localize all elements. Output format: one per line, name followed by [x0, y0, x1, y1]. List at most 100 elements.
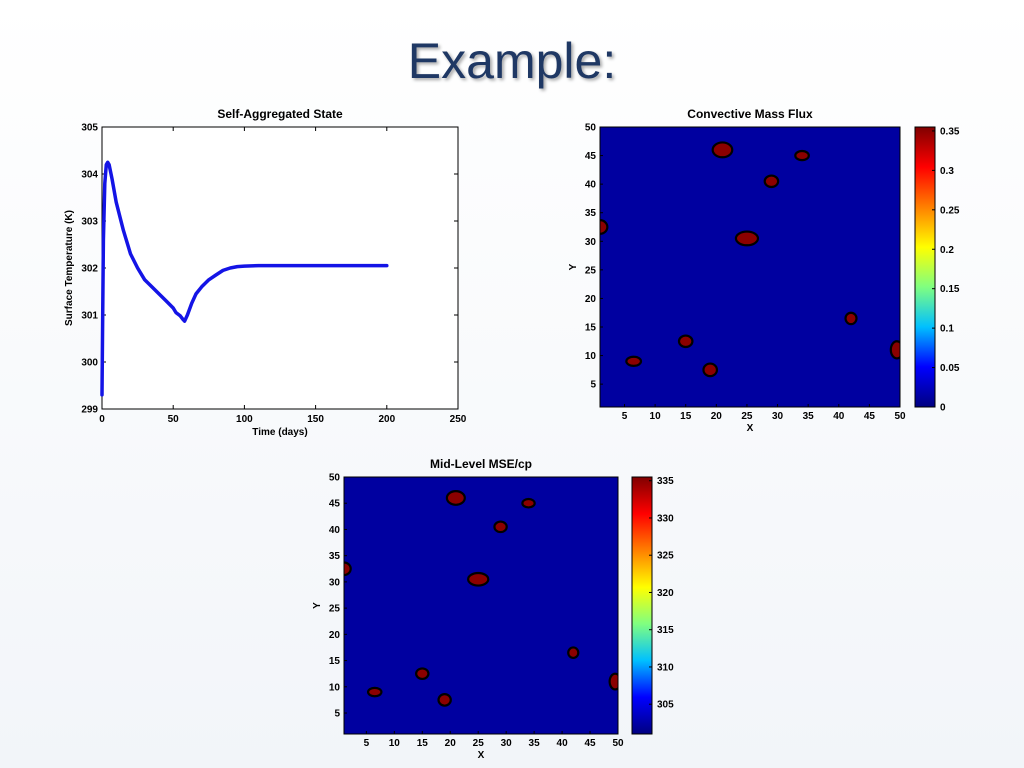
- y-tick-label: 20: [329, 630, 341, 641]
- colorbar-tick-label: 0.1: [940, 324, 954, 335]
- hotspot: [415, 667, 430, 681]
- hotspot: [794, 149, 810, 162]
- mse-map-colorbar: [631, 476, 653, 735]
- hotspot: [702, 362, 719, 378]
- colorbar-tick-label: 335: [657, 476, 674, 487]
- x-tick-label: 5: [364, 738, 370, 749]
- mse-map-frame: [343, 476, 619, 735]
- y-tick-label: 303: [81, 217, 98, 228]
- x-tick-label: 0: [99, 414, 105, 425]
- x-tick-label: 250: [450, 414, 467, 425]
- x-tick-label: 50: [612, 738, 624, 749]
- x-tick-label: 25: [741, 411, 753, 422]
- x-tick-label: 40: [833, 411, 845, 422]
- x-tick-label: 150: [307, 414, 324, 425]
- line-plot-area: [101, 126, 459, 410]
- y-tick-label: 302: [81, 264, 98, 275]
- y-tick-label: 40: [585, 180, 597, 191]
- mse-map-y-axis-label: Y: [312, 602, 323, 609]
- hotspot: [567, 646, 580, 660]
- colorbar-tick-label: 325: [657, 551, 674, 562]
- mass-flux-map-title: Convective Mass Flux: [687, 107, 813, 121]
- x-tick-label: 200: [378, 414, 395, 425]
- y-tick-label: 45: [585, 151, 597, 162]
- mass-flux-map-colorbar: [914, 126, 936, 408]
- y-tick-label: 5: [334, 709, 340, 720]
- y-tick-label: 40: [329, 525, 341, 536]
- mass-flux-map-frame: [599, 126, 901, 408]
- mse-map-title: Mid-Level MSE/cp: [430, 457, 532, 471]
- colorbar-tick-label: 0: [940, 403, 946, 414]
- x-tick-label: 45: [864, 411, 876, 422]
- y-tick-label: 300: [81, 358, 98, 369]
- y-tick-label: 10: [585, 351, 597, 362]
- hotspot: [521, 497, 536, 509]
- x-tick-label: 50: [168, 414, 180, 425]
- y-tick-label: 20: [585, 294, 597, 305]
- y-tick-label: 25: [329, 604, 341, 615]
- y-tick-label: 15: [329, 656, 341, 667]
- y-tick-label: 5: [590, 380, 596, 391]
- x-tick-label: 100: [236, 414, 253, 425]
- hotspot: [763, 174, 780, 189]
- hotspot: [625, 355, 643, 367]
- colorbar-tick-label: 330: [657, 513, 674, 524]
- colorbar-tick-label: 0.3: [940, 166, 954, 177]
- mass-flux-map-y-axis-label: Y: [568, 263, 579, 270]
- x-tick-label: 30: [501, 738, 513, 749]
- x-tick-label: 20: [445, 738, 457, 749]
- mass-flux-map-field: [600, 127, 900, 407]
- colorbar-tick-label: 0.2: [940, 245, 954, 256]
- x-tick-label: 15: [417, 738, 429, 749]
- y-tick-label: 30: [585, 237, 597, 248]
- y-tick-label: 35: [329, 551, 341, 562]
- line-chart-title: Self-Aggregated State: [217, 107, 343, 121]
- y-axis-label: Surface Temperature (K): [64, 210, 75, 326]
- colorbar-tick-label: 0.35: [940, 126, 960, 137]
- x-tick-label: 10: [389, 738, 401, 749]
- y-tick-label: 25: [585, 265, 597, 276]
- y-tick-label: 305: [81, 123, 98, 134]
- y-tick-label: 304: [81, 170, 98, 181]
- line-chart: Self-Aggregated State 0 50 100 150 200 250 299 3…: [64, 107, 467, 438]
- y-tick-label: 50: [585, 123, 597, 134]
- x-tick-label: 10: [650, 411, 662, 422]
- y-tick-label: 10: [329, 682, 341, 693]
- x-tick-label: 40: [557, 738, 569, 749]
- x-tick-label: 15: [680, 411, 692, 422]
- mass-flux-map-x-axis-label: X: [747, 423, 754, 434]
- colorbar-tick-label: 305: [657, 700, 674, 711]
- series-line: [100, 160, 389, 397]
- colorbar-tick-label: 0.15: [940, 284, 960, 295]
- hotspot: [734, 230, 760, 247]
- mass-flux-map-hotspots: [600, 141, 900, 378]
- x-tick-label: 45: [584, 738, 596, 749]
- hotspot: [493, 520, 508, 534]
- hotspot: [467, 571, 490, 587]
- hotspot: [844, 311, 858, 326]
- colorbar-tick-label: 315: [657, 625, 674, 636]
- hotspot: [445, 490, 466, 506]
- x-tick-label: 35: [803, 411, 815, 422]
- y-tick-label: 15: [585, 323, 597, 334]
- mse-map: Mid-Level MSE/cp 5 10 15 20 25 30 35 40 45 50 5 10 15…: [312, 457, 674, 761]
- colorbar-tick-label: 0.25: [940, 205, 960, 216]
- colorbar-tick-label: 310: [657, 662, 674, 673]
- x-tick-label: 25: [473, 738, 485, 749]
- hotspot: [366, 686, 383, 698]
- x-tick-label: 30: [772, 411, 784, 422]
- hotspot: [711, 141, 734, 159]
- mse-map-field: [344, 477, 618, 734]
- mass-flux-map: Convective Mass Flux 5 10 15 20 25 30 35 40 45 50 5…: [568, 107, 960, 434]
- y-tick-label: 299: [81, 405, 98, 416]
- hotspot: [437, 693, 452, 707]
- colorbar-tick-label: 320: [657, 588, 674, 599]
- hotspot: [608, 672, 618, 691]
- x-tick-label: 50: [894, 411, 906, 422]
- y-tick-label: 45: [329, 499, 341, 510]
- colorbar-tick-label: 0.05: [940, 363, 960, 374]
- x-axis-label: Time (days): [252, 427, 307, 438]
- y-tick-label: 50: [329, 473, 341, 484]
